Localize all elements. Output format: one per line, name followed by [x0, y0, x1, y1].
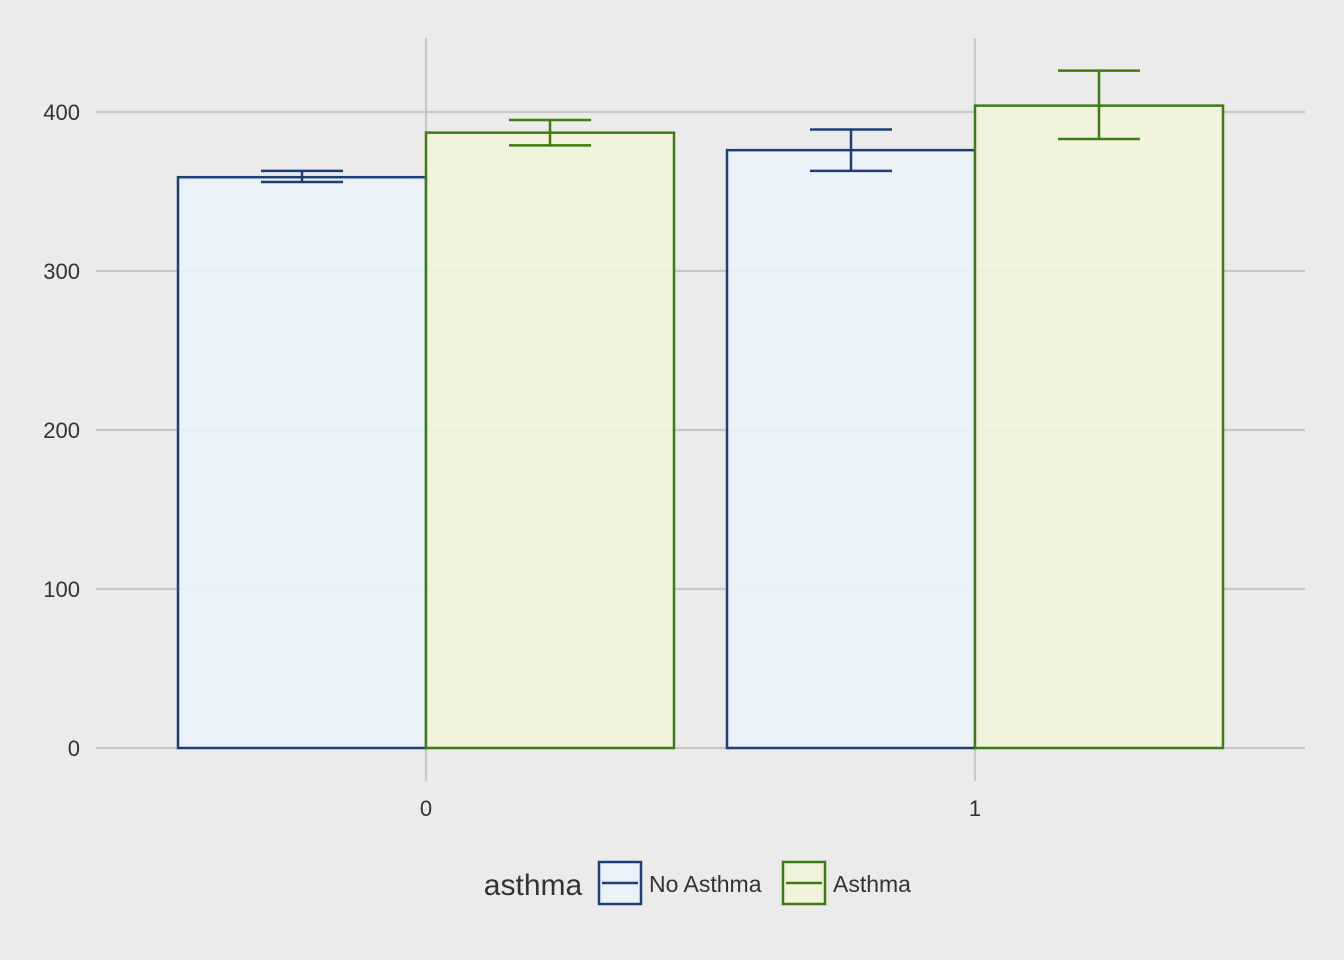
y-tick-label: 400	[43, 100, 80, 125]
bar-asthma	[424, 131, 676, 750]
legend-item-no-asthma: No Asthma	[597, 860, 762, 906]
legend: asthma No Asthma Asthma	[484, 860, 911, 906]
error-bar	[810, 128, 892, 173]
bars	[176, 104, 1225, 750]
error-bar	[1058, 69, 1140, 141]
legend-label: No Asthma	[649, 871, 762, 897]
y-tick-label: 0	[68, 736, 80, 761]
bar-no-asthma	[176, 175, 428, 750]
error-bars	[261, 69, 1140, 184]
error-bar	[261, 169, 343, 184]
error-bar	[509, 118, 591, 147]
legend-title: asthma	[484, 869, 583, 902]
legend-label: Asthma	[833, 871, 911, 897]
y-tick-label: 100	[43, 577, 80, 602]
y-tick-label: 300	[43, 259, 80, 284]
x-tick-label: 1	[969, 796, 981, 821]
y-axis: 0 100 200 300 400	[43, 100, 80, 761]
x-tick-label: 0	[420, 796, 432, 821]
y-tick-label: 200	[43, 418, 80, 443]
legend-item-asthma: Asthma	[781, 860, 911, 906]
bar-asthma	[973, 104, 1225, 750]
bar-no-asthma	[725, 148, 977, 750]
